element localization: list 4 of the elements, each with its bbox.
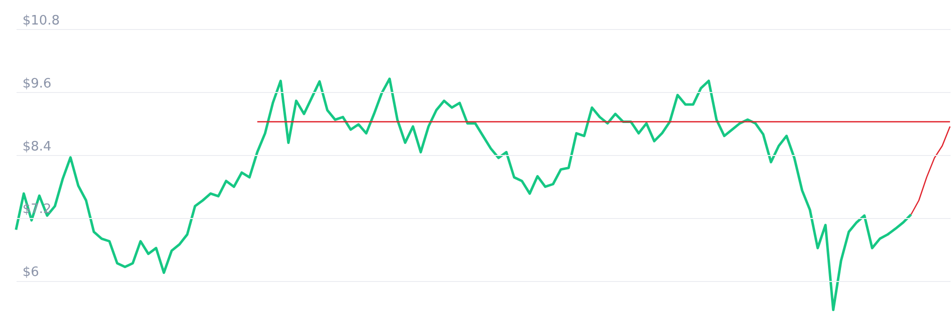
y-tick-label: $8.4	[22, 139, 52, 154]
y-tick-label: $9.6	[22, 76, 52, 92]
y-tick-label: $6	[22, 265, 40, 280]
y-tick-label: $10.8	[22, 14, 60, 28]
